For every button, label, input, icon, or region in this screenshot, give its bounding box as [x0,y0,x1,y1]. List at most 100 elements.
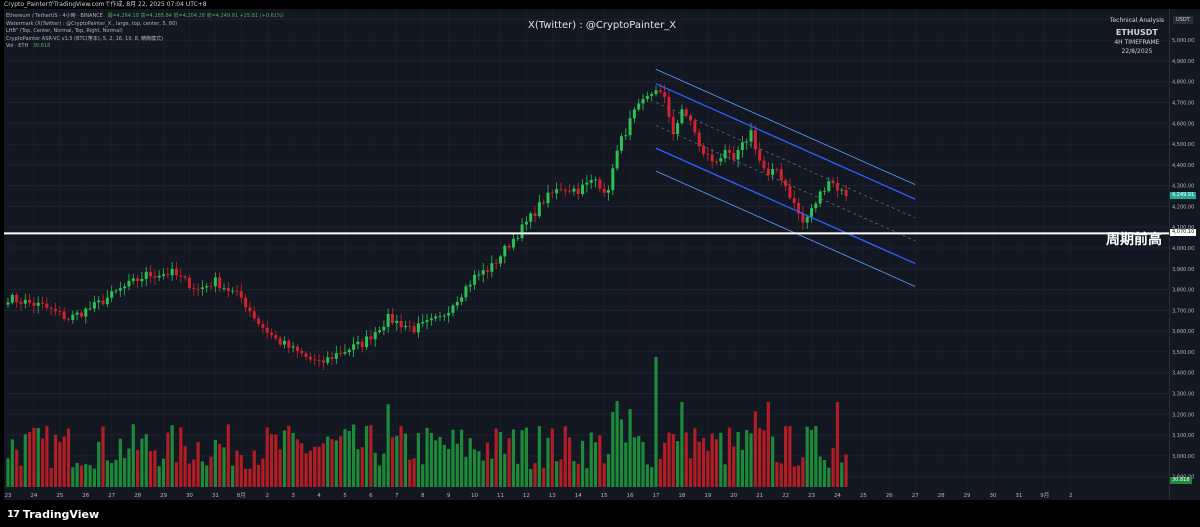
x-axis-label: 15 [601,493,608,499]
candle-body [226,288,230,292]
candle-body [62,311,66,319]
candle-body [619,136,623,151]
candle-body [79,312,83,317]
volume-bar [447,449,451,487]
candle-body [196,288,200,290]
x-axis-label: 12 [523,493,530,499]
volume-bar [334,440,338,487]
y-axis-label: 4,100.00 [1172,225,1194,231]
price-axis[interactable]: 5,000.00 4,900.00 4,800.00 4,700.00 4,600.00… [1169,9,1200,500]
candle-body [585,182,589,185]
volume-bar [170,425,174,487]
current-price-value: 4,249.91 [1172,192,1195,199]
volume-bar [356,449,360,487]
candle-body [822,191,826,192]
volume-bar [347,430,351,487]
candle-body [797,202,801,214]
technical-analysis-box: Technical Analysis ETHUSDT 4H TIMEFRAME … [1110,16,1164,56]
x-axis-label: 27 [912,493,919,499]
volume-bar [360,447,364,487]
candle-body [54,308,58,312]
volume-bar [412,458,416,487]
tradingview-brand: TradingView [22,508,100,521]
legend-indicator-row: CryptoPainter ASR-VC v1.5 (BTC(幣本), 5, 2… [6,35,163,42]
volume-bar [166,432,170,487]
candle-body [300,350,304,354]
candle-body [378,330,382,333]
candle-body [174,268,178,276]
volume-bar [19,465,23,487]
candle-body [490,263,494,272]
candle-body [71,314,75,320]
candle-body [460,297,464,302]
candle-body [399,320,403,328]
x-axis-label: 10 [471,493,478,499]
volume-bar [222,447,226,487]
candle-body [304,353,308,357]
candle-body [771,169,775,175]
candle-body [546,192,550,204]
candle-body [606,190,610,193]
candle-body [222,288,226,289]
candle-body [360,341,364,348]
chart-pane[interactable]: 23 24 25 26 27 28 29 30 31 8月 2 3 4 5 6 7 8 9 10 11 12 13 14 15… [4,9,1169,500]
candle-body [524,221,528,225]
volume-bar [244,468,248,487]
candle-body [36,302,40,306]
candle-body [814,203,818,209]
x-axis-label: 29 [964,493,971,499]
volume-bar [252,450,256,487]
volume-bar [784,426,788,487]
volume-bar [36,428,40,487]
volume-bar [421,464,425,487]
candle-body [732,152,736,160]
volume-bar [248,468,252,487]
volume-bar [736,431,740,487]
candle-body [438,316,442,318]
candle-body [810,208,814,217]
candle-body [235,290,239,292]
volume-bar [399,426,403,487]
candle-body [170,268,174,276]
x-axis-label: 6 [369,493,373,499]
cycle-high-label: 周期前高 [1106,232,1162,248]
currency-chip[interactable]: USDT [1173,16,1193,24]
candle-body [831,181,835,184]
candle-body [248,307,252,312]
candle-body [179,275,183,277]
candle-body [330,357,334,359]
volume-bar [645,464,649,487]
x-axis-label: 25 [860,493,867,499]
candle-body [550,192,554,194]
volume-bar [723,464,727,487]
legend-symbol-row: Ethereum / TetherUS · 4小時 · BINANCE 開=4,… [6,13,287,21]
watermark-text: X(Twitter) : @CryptoPainter_X [528,20,677,31]
candle-body [654,90,658,94]
tradingview-logo[interactable]: 17 TradingView [7,508,99,521]
volume-bar [123,458,127,487]
candle-body [637,103,641,110]
x-axis-label: 25 [56,493,63,499]
volume-bar [339,436,343,487]
volume-bar [537,426,541,487]
candle-body [779,169,783,181]
price-chart[interactable]: 23 24 25 26 27 28 29 30 31 8月 2 3 4 5 6 7 8 9 10 11 12 13 14 15… [4,9,1169,500]
y-axis-label: 3,000.00 [1172,454,1194,460]
channel-mid-a [655,102,916,219]
volume-bar [183,446,187,487]
y-axis-label: 3,100.00 [1172,433,1194,439]
candle-body [84,308,88,317]
volume-bar [593,442,598,487]
x-axis-label: 13 [549,493,556,499]
volume-bar [300,443,304,487]
volume-bar [775,462,779,487]
candle-body [15,294,19,302]
candle-body [805,216,809,223]
volume-bar [110,462,114,487]
x-axis-label: 17 [653,493,660,499]
candle-body [75,312,79,315]
candle-body [507,245,511,248]
x-axis-label: 8 [421,493,425,499]
volume-bar [261,458,265,487]
footer-bar: 17 TradingView [0,500,1200,527]
